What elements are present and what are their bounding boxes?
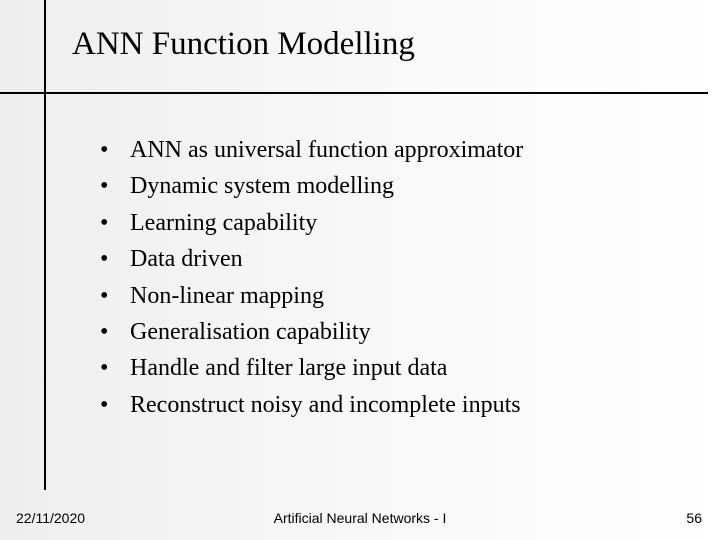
bullet-text: Reconstruct noisy and incomplete inputs	[130, 389, 521, 421]
list-item: • Non-linear mapping	[100, 280, 523, 312]
bullet-marker: •	[100, 283, 130, 310]
list-item: • Reconstruct noisy and incomplete input…	[100, 389, 523, 421]
bullet-marker: •	[100, 355, 130, 382]
bullet-text: Dynamic system modelling	[130, 170, 394, 202]
list-item: • Data driven	[100, 243, 523, 275]
bullet-marker: •	[100, 392, 130, 419]
bullet-text: Handle and filter large input data	[130, 352, 447, 384]
list-item: • Handle and filter large input data	[100, 352, 523, 384]
list-item: • Dynamic system modelling	[100, 170, 523, 202]
footer-title: Artificial Neural Networks - I	[0, 510, 720, 526]
bullet-text: Learning capability	[130, 207, 317, 239]
horizontal-rule	[0, 92, 708, 94]
bullet-text: Generalisation capability	[130, 316, 371, 348]
bullet-text: Non-linear mapping	[130, 280, 324, 312]
list-item: • Learning capability	[100, 207, 523, 239]
footer-page-number: 56	[686, 510, 702, 526]
list-item: • Generalisation capability	[100, 316, 523, 348]
vertical-rule	[44, 0, 46, 490]
bullet-marker: •	[100, 137, 130, 164]
bullet-text: ANN as universal function approximator	[130, 134, 523, 166]
bullet-marker: •	[100, 173, 130, 200]
bullet-text: Data driven	[130, 243, 243, 275]
bullet-marker: •	[100, 210, 130, 237]
bullet-list: • ANN as universal function approximator…	[100, 134, 523, 425]
bullet-marker: •	[100, 319, 130, 346]
slide-title: ANN Function Modelling	[72, 26, 415, 63]
list-item: • ANN as universal function approximator	[100, 134, 523, 166]
bullet-marker: •	[100, 246, 130, 273]
